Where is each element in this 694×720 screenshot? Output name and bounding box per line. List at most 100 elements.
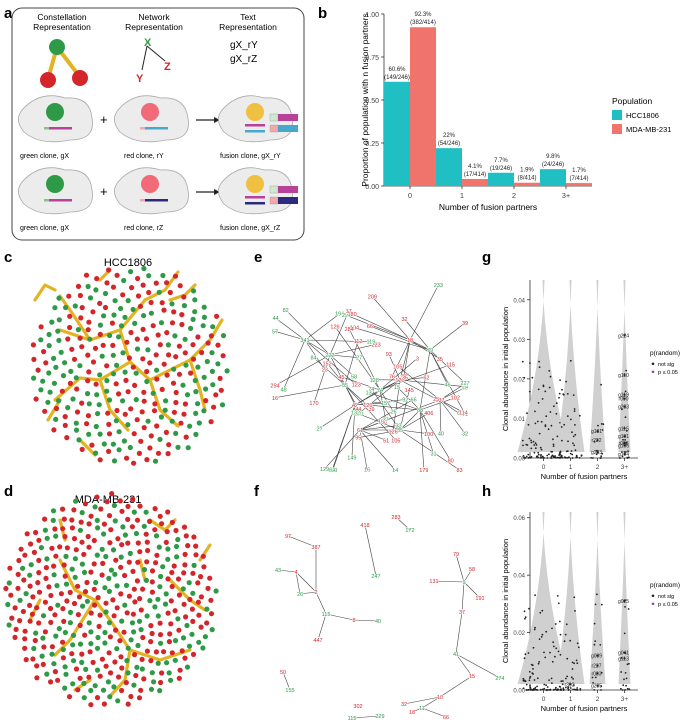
red-clone-node	[126, 355, 132, 361]
data-point	[627, 450, 629, 452]
point-annotation: r083	[591, 671, 601, 677]
data-point	[590, 457, 593, 459]
data-point	[546, 457, 549, 459]
red-clone-node	[149, 579, 155, 585]
data-point	[558, 457, 560, 459]
green-clone-node	[103, 609, 109, 615]
red-clone-node	[128, 406, 134, 412]
graph-edge	[409, 284, 439, 341]
point-annotation: g039	[591, 654, 602, 660]
red-clone-node	[94, 276, 100, 282]
red-clone-node	[163, 539, 169, 546]
red-clone-node	[153, 560, 159, 566]
bar-mda-mb-231	[566, 183, 592, 186]
point-annotation: g106	[618, 443, 629, 449]
red-clone-node	[115, 536, 121, 542]
green-clone-node	[135, 642, 141, 649]
node-label: 66	[443, 715, 449, 720]
x-tick-label: 2	[596, 696, 600, 703]
data-point	[538, 432, 541, 435]
green-clone-node	[111, 684, 117, 690]
data-point	[571, 453, 574, 456]
data-point	[540, 420, 543, 423]
green-clone-node	[108, 567, 114, 573]
green-clone-node	[107, 332, 113, 339]
red-clone-node	[30, 656, 36, 662]
node-label: 37	[459, 610, 465, 616]
green-clone-node	[70, 632, 77, 639]
red-clone-node	[182, 562, 188, 568]
bar-hcc1806	[384, 81, 410, 186]
red-clone-node	[198, 624, 204, 630]
node-label: 129	[320, 467, 329, 473]
label-fusion-clone: fusion clone, gX_rZ	[220, 225, 281, 232]
red-clone-node	[185, 543, 191, 549]
annotated-point	[623, 599, 626, 603]
green-clone-node	[195, 364, 201, 370]
violin-shape	[589, 280, 606, 452]
node-label: 66	[367, 324, 373, 330]
red-clone-node	[124, 339, 130, 345]
green-clone-node	[62, 629, 68, 636]
node-label: 43	[275, 568, 281, 574]
green-clone-node	[50, 517, 56, 524]
data-point	[576, 662, 579, 665]
data-point	[562, 688, 565, 691]
node-label: 37	[383, 418, 389, 424]
data-point	[561, 683, 564, 686]
red-clone-node	[195, 580, 201, 586]
node-label: 194	[335, 312, 344, 318]
red-clone-node	[22, 636, 28, 642]
green-clone-node	[116, 447, 122, 453]
node-label: 88	[417, 408, 423, 414]
green-clone-node	[99, 546, 105, 552]
annotated-point	[569, 683, 572, 686]
red-clone-node	[148, 639, 154, 645]
data-point	[565, 686, 567, 689]
node-label: 14	[392, 468, 398, 474]
green-clone-node	[186, 580, 192, 586]
red-clone-node	[173, 527, 179, 534]
red-clone-node	[149, 589, 155, 595]
green-clone-node	[88, 687, 94, 694]
red-clone-node	[154, 423, 160, 429]
data-point	[534, 594, 536, 597]
data-point	[549, 688, 552, 691]
bar-label-percent: 9.8%	[546, 154, 560, 160]
legend-marker	[651, 370, 655, 374]
graph-edge	[329, 354, 360, 358]
green-clone-node	[112, 298, 118, 304]
point-annotation: g285	[591, 684, 602, 690]
red-clone-node	[165, 610, 171, 616]
node-label: 29	[342, 313, 348, 319]
green-clone-node	[55, 328, 61, 334]
green-clone-node	[190, 288, 197, 294]
green-clone-node	[119, 618, 125, 624]
data-point	[533, 444, 536, 446]
red-clone-node	[106, 513, 113, 519]
data-point	[625, 441, 628, 444]
red-clone-node	[75, 612, 81, 618]
green-clone-node	[105, 679, 111, 685]
panel-g: g 0.000.010.020.030.040 1 2 3+g224g110g119r…	[482, 249, 680, 481]
red-clone-node	[189, 606, 195, 612]
green-clone-node	[200, 645, 206, 651]
green-clone-node	[94, 552, 100, 558]
bar-mda-mb-231	[410, 27, 436, 186]
red-clone-node	[140, 356, 146, 362]
graph-edge	[404, 318, 431, 351]
data-point	[628, 688, 631, 690]
green-clone-node	[80, 603, 86, 609]
red-clone-node	[161, 307, 167, 313]
data-point	[526, 412, 528, 415]
y-tick-label: 0.04	[513, 574, 525, 580]
bar-label-percent: 1.9%	[520, 168, 534, 174]
red-clone-node	[179, 312, 185, 318]
data-point	[624, 390, 627, 393]
data-point	[523, 456, 526, 459]
data-point	[621, 455, 624, 458]
data-point	[602, 423, 605, 426]
red-clone-node	[129, 524, 135, 530]
green-clone-node	[122, 314, 128, 320]
node-label: 55	[342, 383, 348, 389]
